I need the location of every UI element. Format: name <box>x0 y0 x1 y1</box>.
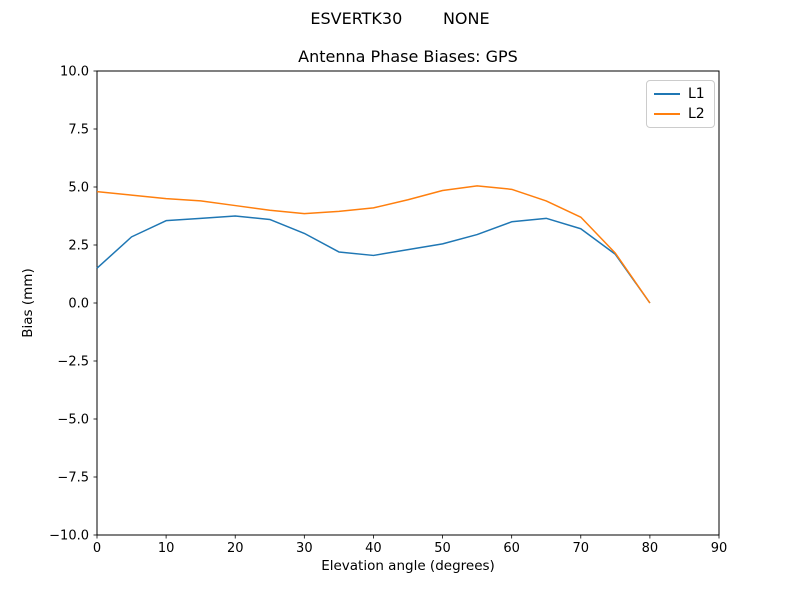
x-axis-tick-label: 80 <box>642 541 659 556</box>
y-axis-tick-label: −5.0 <box>57 413 89 428</box>
line-l2 <box>96 185 651 304</box>
y-axis-tick-label: 5.0 <box>68 181 89 196</box>
x-axis-tick-label: 70 <box>573 541 590 556</box>
legend-line-swatch-l2 <box>654 113 680 115</box>
x-axis-tick-label: 30 <box>296 541 313 556</box>
y-axis-tick-label: 2.5 <box>68 239 89 254</box>
x-axis-tick-label: 50 <box>434 541 451 556</box>
legend: L1 L2 <box>646 80 715 128</box>
y-axis-tick-label: −10.0 <box>49 529 89 544</box>
plot-border <box>96 70 720 536</box>
chart-title: Antenna Phase Biases: GPS <box>298 47 518 66</box>
y-axis-tick-label: 0.0 <box>68 297 89 312</box>
y-axis-tick-label: −7.5 <box>57 471 89 486</box>
x-axis-tick-label: 90 <box>711 541 728 556</box>
x-axis-tick-label: 20 <box>227 541 244 556</box>
x-axis-tick-label: 40 <box>365 541 382 556</box>
legend-line-swatch-l1 <box>654 93 680 95</box>
y-axis-tick-label: −2.5 <box>57 355 89 370</box>
line-l1 <box>96 215 651 304</box>
legend-item-l2: L2 <box>654 106 706 122</box>
x-axis-tick-label: 0 <box>93 541 101 556</box>
y-axis-tick-label: 10.0 <box>60 65 89 80</box>
x-axis-tick-label: 10 <box>158 541 175 556</box>
figure-suptitle: ESVERTK30 NONE <box>310 9 490 28</box>
legend-label-l2: L2 <box>688 106 705 122</box>
y-axis-tick-label: 7.5 <box>68 123 89 138</box>
legend-item-l1: L1 <box>654 86 706 102</box>
y-axis-label: Bias (mm) <box>20 268 36 338</box>
legend-label-l1: L1 <box>688 86 705 102</box>
x-axis-tick-label: 60 <box>503 541 520 556</box>
x-axis-label: Elevation angle (degrees) <box>321 558 495 574</box>
